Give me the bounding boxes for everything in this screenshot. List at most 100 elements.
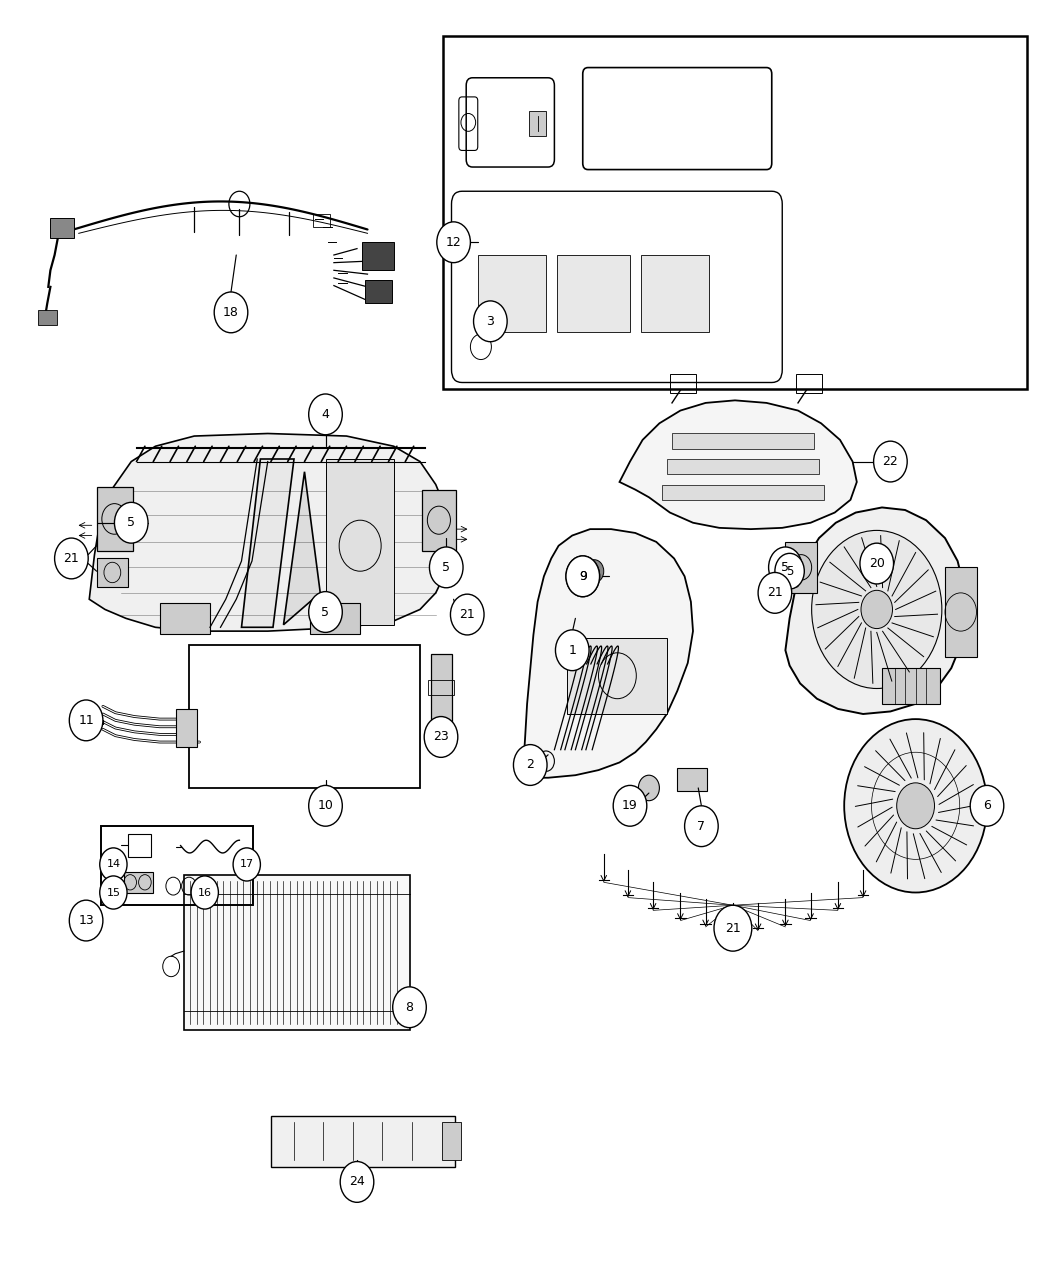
Circle shape: [191, 876, 218, 909]
Bar: [556, 255, 630, 332]
Bar: [189, 645, 420, 788]
Polygon shape: [242, 459, 294, 627]
Polygon shape: [523, 529, 693, 778]
Text: 14: 14: [106, 859, 121, 870]
Text: 5: 5: [781, 561, 790, 574]
Text: 10: 10: [317, 799, 334, 812]
Text: 2: 2: [526, 759, 534, 771]
Text: 23: 23: [433, 731, 449, 743]
FancyArrowPatch shape: [920, 834, 941, 872]
Bar: [442, 1122, 461, 1160]
Circle shape: [309, 394, 342, 435]
Bar: [38, 310, 57, 325]
FancyArrowPatch shape: [864, 766, 900, 785]
Bar: [443, 36, 1027, 389]
Text: 9: 9: [579, 570, 587, 583]
Bar: [50, 218, 74, 238]
FancyArrowPatch shape: [931, 826, 967, 845]
FancyArrowPatch shape: [939, 806, 975, 812]
Text: 21: 21: [64, 552, 80, 565]
Circle shape: [685, 806, 718, 847]
FancyArrowPatch shape: [936, 820, 973, 826]
Text: 5: 5: [321, 606, 330, 618]
FancyArrowPatch shape: [890, 740, 911, 778]
Circle shape: [638, 775, 659, 801]
Circle shape: [393, 987, 426, 1028]
Bar: [97, 487, 133, 551]
Bar: [128, 834, 151, 857]
Circle shape: [513, 745, 547, 785]
Text: 4: 4: [321, 408, 330, 421]
Bar: [310, 603, 360, 634]
Bar: [662, 484, 824, 500]
FancyArrowPatch shape: [877, 822, 897, 862]
Circle shape: [424, 717, 458, 757]
FancyArrowPatch shape: [865, 815, 894, 847]
Text: 9: 9: [579, 570, 587, 583]
Circle shape: [100, 876, 127, 909]
Circle shape: [55, 538, 88, 579]
Circle shape: [613, 785, 647, 826]
FancyArrowPatch shape: [906, 733, 918, 778]
FancyArrowPatch shape: [930, 738, 941, 784]
Bar: [271, 1116, 455, 1167]
Text: 15: 15: [106, 887, 121, 898]
FancyArrowPatch shape: [858, 785, 896, 792]
Circle shape: [860, 543, 894, 584]
Circle shape: [233, 848, 260, 881]
Bar: [672, 434, 814, 449]
Text: 3: 3: [486, 315, 495, 328]
FancyArrowPatch shape: [934, 750, 954, 789]
Text: 12: 12: [446, 236, 462, 249]
Circle shape: [844, 719, 987, 892]
Circle shape: [714, 905, 752, 951]
Bar: [785, 542, 817, 593]
Text: 21: 21: [460, 608, 475, 621]
Bar: [428, 680, 454, 695]
Bar: [677, 768, 707, 790]
Bar: [882, 668, 940, 704]
Bar: [124, 872, 153, 892]
Circle shape: [474, 301, 507, 342]
Bar: [430, 654, 452, 724]
Bar: [640, 255, 709, 332]
Circle shape: [309, 785, 342, 826]
Circle shape: [100, 848, 127, 881]
Polygon shape: [785, 507, 966, 714]
FancyArrowPatch shape: [858, 807, 892, 827]
Bar: [529, 111, 546, 136]
FancyArrowPatch shape: [914, 834, 925, 878]
Text: 5: 5: [442, 561, 450, 574]
Circle shape: [769, 547, 802, 588]
Bar: [478, 255, 546, 332]
Bar: [160, 603, 210, 634]
Circle shape: [874, 441, 907, 482]
Circle shape: [69, 900, 103, 941]
Circle shape: [812, 530, 942, 688]
Bar: [670, 374, 696, 393]
Bar: [667, 459, 819, 474]
Bar: [567, 638, 667, 714]
Bar: [313, 214, 330, 227]
Text: 8: 8: [405, 1001, 414, 1014]
Text: 11: 11: [79, 714, 94, 727]
Circle shape: [970, 785, 1004, 826]
Polygon shape: [620, 400, 857, 529]
Circle shape: [340, 1162, 374, 1202]
Circle shape: [758, 572, 792, 613]
Bar: [97, 558, 128, 587]
Text: 16: 16: [197, 887, 212, 898]
Circle shape: [429, 547, 463, 588]
FancyArrowPatch shape: [939, 784, 973, 805]
Circle shape: [555, 630, 589, 671]
Bar: [945, 567, 976, 657]
Circle shape: [114, 502, 148, 543]
FancyArrowPatch shape: [926, 831, 956, 861]
Circle shape: [566, 556, 600, 597]
Bar: [796, 374, 822, 393]
FancyArrowPatch shape: [890, 827, 901, 873]
Bar: [101, 826, 253, 905]
Circle shape: [566, 556, 600, 597]
FancyArrowPatch shape: [938, 765, 966, 797]
Circle shape: [69, 700, 103, 741]
